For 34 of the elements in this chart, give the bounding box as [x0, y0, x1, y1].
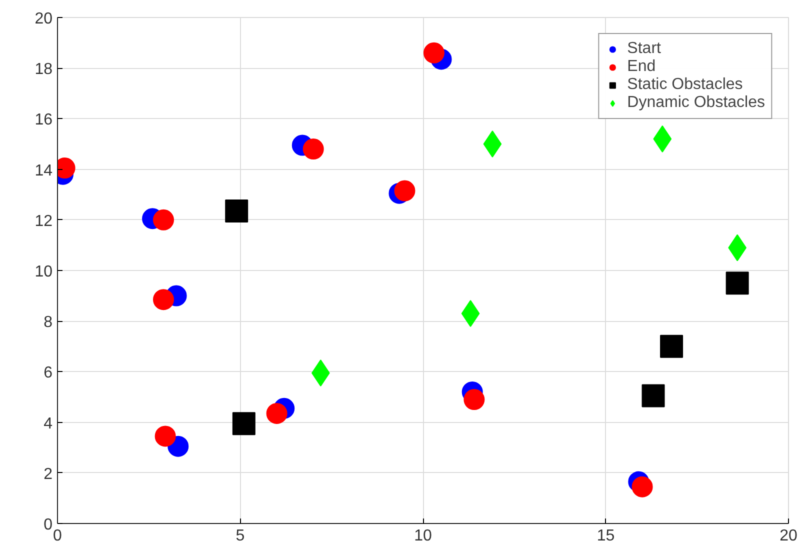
- y-tick-label: 4: [44, 415, 53, 432]
- y-tick-label: 20: [34, 10, 53, 28]
- point: [152, 209, 174, 230]
- legend-label: Dynamic Obstacles: [627, 94, 765, 112]
- x-tick-label: 20: [780, 528, 798, 544]
- y-tick-label: 2: [44, 466, 53, 483]
- y-tick-label: 14: [34, 162, 53, 180]
- x-tick-label: 15: [596, 528, 615, 544]
- x-tick-label: 5: [236, 528, 245, 544]
- point: [632, 476, 653, 498]
- y-tick-label: 6: [44, 364, 53, 382]
- point: [423, 42, 444, 64]
- point: [152, 289, 174, 310]
- x-tick-label: 10: [414, 528, 432, 544]
- point: [726, 272, 749, 295]
- point: [232, 412, 256, 436]
- y-tick-label: 8: [44, 314, 53, 332]
- legend-label: Static Obstacles: [627, 76, 743, 94]
- y-tick-label: 16: [34, 112, 53, 129]
- y-tick-label: 10: [34, 264, 53, 280]
- legend-label: End: [627, 58, 656, 76]
- y-tick-label: 0: [44, 516, 53, 534]
- point: [642, 384, 665, 408]
- y-tick-label: 12: [34, 212, 53, 230]
- point: [225, 200, 248, 223]
- point: [483, 130, 502, 158]
- point: [660, 334, 684, 358]
- point: [394, 180, 416, 202]
- point: [154, 426, 176, 447]
- point: [266, 402, 288, 424]
- point: [464, 389, 485, 410]
- point: [302, 138, 324, 160]
- legend-label: Start: [627, 40, 661, 58]
- y-tick-label: 18: [34, 61, 53, 78]
